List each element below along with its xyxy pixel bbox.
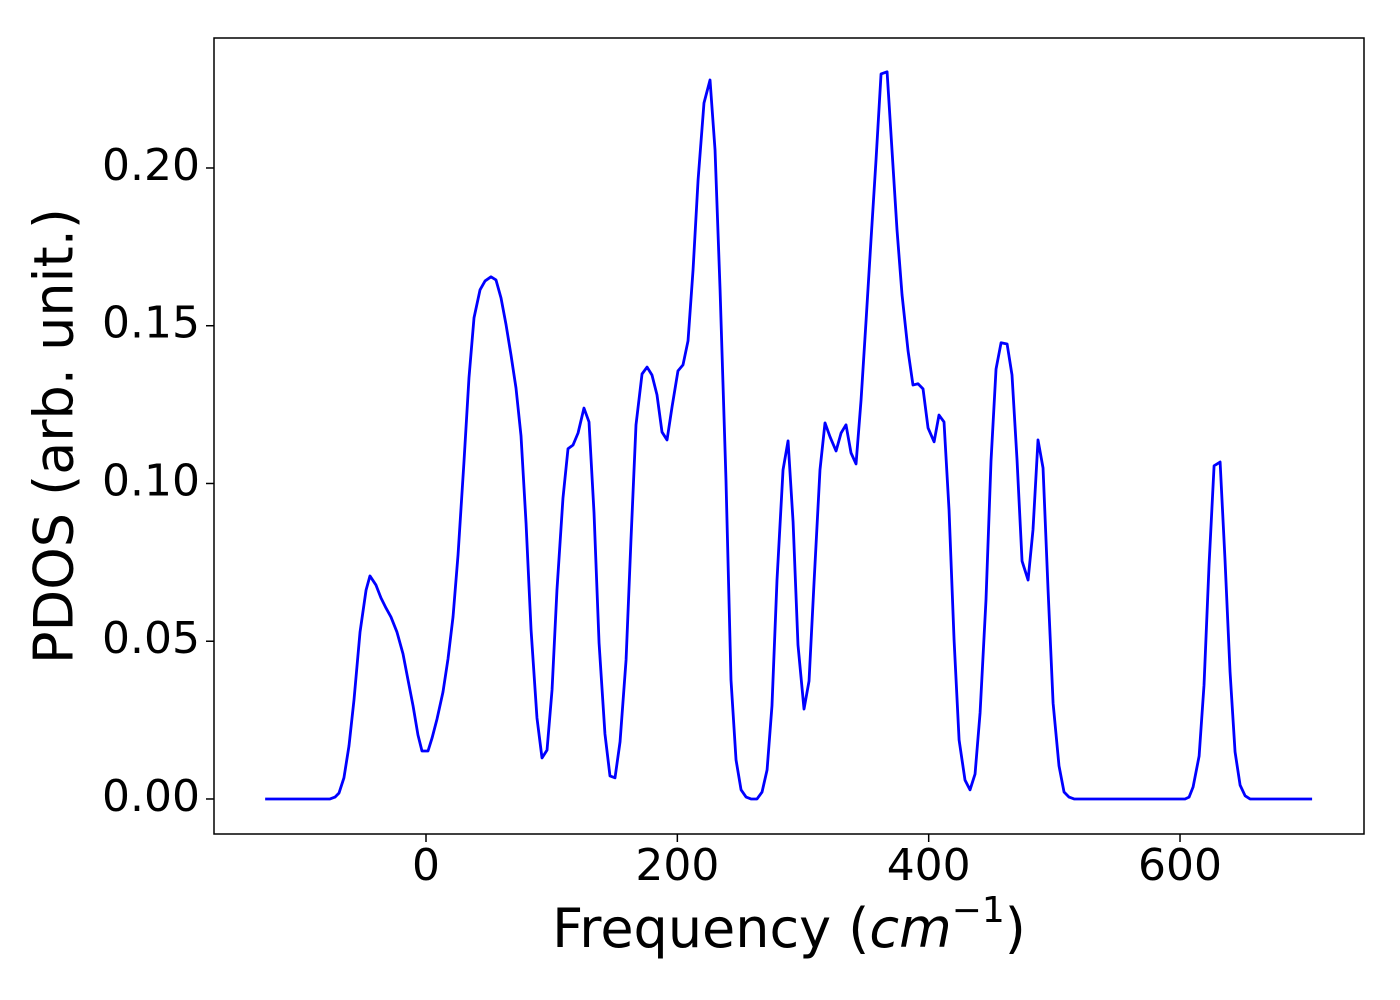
y-tick-label: 0.20 [102, 140, 200, 191]
y-tick-label: 0.15 [102, 298, 200, 349]
x-label-part: −1 [952, 890, 1005, 931]
x-axis-label: Frequency (cm−1) [552, 890, 1026, 960]
x-label-part: ) [1005, 897, 1026, 960]
x-tick-label: 0 [412, 840, 440, 891]
y-tick-label: 0.05 [102, 613, 200, 664]
x-tick-label: 200 [635, 840, 719, 891]
plot-frame [213, 37, 1365, 835]
x-tick-label: 600 [1138, 840, 1222, 891]
y-axis-label: PDOS (arb. unit.) [23, 208, 86, 664]
x-tick-label: 400 [887, 840, 971, 891]
y-tick-label: 0.00 [102, 771, 200, 822]
y-tick-label: 0.10 [102, 455, 200, 506]
data-line [265, 70, 1313, 801]
x-label-part: Frequency ( [552, 897, 869, 960]
x-label-part: cm [869, 897, 951, 960]
